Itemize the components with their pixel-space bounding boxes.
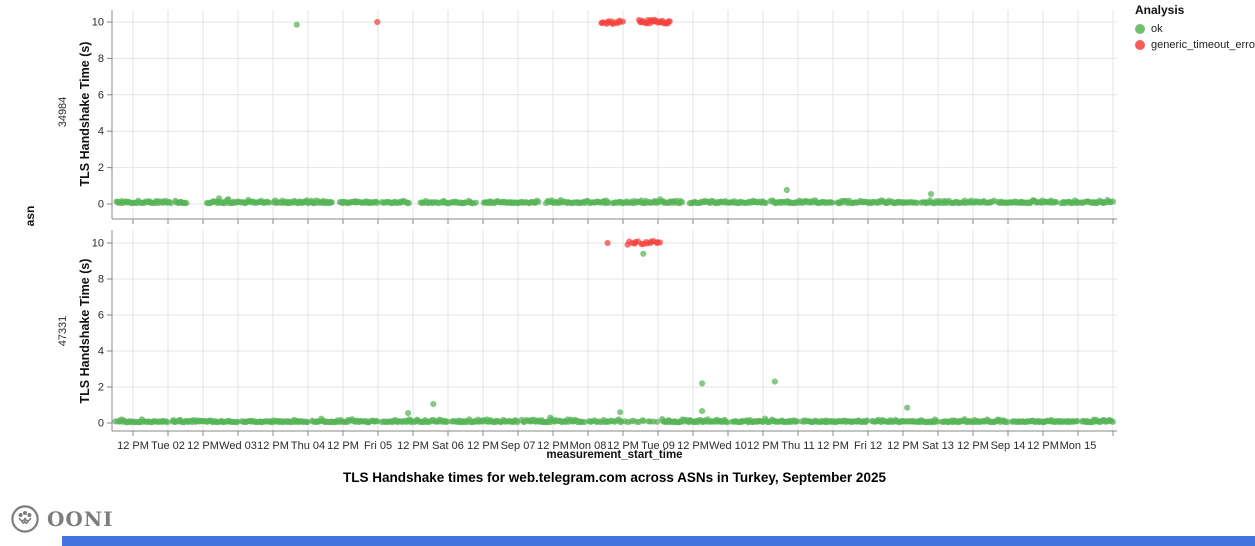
svg-text:12 PM: 12 PM xyxy=(397,440,429,452)
legend-ok-label: ok xyxy=(1151,23,1163,35)
y-axis-title-facet-1: TLS Handshake Time (s) xyxy=(78,41,92,187)
legend-error-label: generic_timeout_error xyxy=(1151,39,1255,51)
svg-text:12 PM: 12 PM xyxy=(887,440,919,452)
svg-text:12 PM: 12 PM xyxy=(957,440,989,452)
facet-label-47331: 47331 xyxy=(57,315,69,347)
svg-text:Tue 09: Tue 09 xyxy=(641,440,675,452)
svg-text:4: 4 xyxy=(98,346,104,358)
svg-text:Thu 11: Thu 11 xyxy=(781,440,814,452)
svg-text:10: 10 xyxy=(92,238,104,250)
x-axis-title: measurement_start_time xyxy=(546,449,683,461)
svg-text:8: 8 xyxy=(98,274,104,286)
svg-text:12 PM: 12 PM xyxy=(817,440,849,452)
svg-text:Sep 07: Sep 07 xyxy=(501,440,536,452)
svg-text:0: 0 xyxy=(98,199,104,211)
svg-text:Fri 05: Fri 05 xyxy=(364,440,392,452)
svg-text:Fri 12: Fri 12 xyxy=(854,440,882,452)
legend-item-generic-timeout-error: generic_timeout_error xyxy=(1135,39,1255,51)
svg-text:2: 2 xyxy=(98,382,104,394)
svg-text:12 PM: 12 PM xyxy=(607,440,639,452)
y-axis-title-facet-2: TLS Handshake Time (s) xyxy=(78,258,92,404)
svg-text:0: 0 xyxy=(98,418,104,430)
horizontal-scrollbar[interactable] xyxy=(62,536,1255,546)
ooni-logo-icon xyxy=(10,504,40,534)
svg-text:Thu 04: Thu 04 xyxy=(291,440,325,452)
ooni-logo-text: OONI xyxy=(47,507,114,531)
svg-text:Mon 08: Mon 08 xyxy=(570,440,607,452)
svg-text:12 PM: 12 PM xyxy=(1027,440,1059,452)
svg-text:12 PM: 12 PM xyxy=(257,440,289,452)
legend-title: Analysis xyxy=(1135,3,1185,17)
svg-text:Sep 14: Sep 14 xyxy=(991,440,1026,452)
svg-text:Wed 03: Wed 03 xyxy=(219,440,257,452)
ok-swatch-icon xyxy=(1135,24,1145,34)
svg-text:Sat 13: Sat 13 xyxy=(922,440,954,452)
svg-text:6: 6 xyxy=(98,310,104,322)
chart-title: TLS Handshake times for web.telegram.com… xyxy=(343,470,886,485)
svg-text:Sat 06: Sat 06 xyxy=(432,440,464,452)
error-swatch-icon xyxy=(1135,40,1145,50)
legend: Analysis ok generic_timeout_error xyxy=(1135,3,1255,55)
svg-text:2: 2 xyxy=(98,162,104,174)
svg-text:Tue 02: Tue 02 xyxy=(151,440,185,452)
svg-text:10: 10 xyxy=(92,17,104,29)
svg-text:12 PM: 12 PM xyxy=(187,440,219,452)
svg-text:Wed 10: Wed 10 xyxy=(709,440,747,452)
svg-text:6: 6 xyxy=(98,89,104,101)
svg-text:12 PM: 12 PM xyxy=(747,440,779,452)
facet-axis-label: asn xyxy=(23,205,37,227)
svg-text:12 PM: 12 PM xyxy=(327,440,359,452)
svg-text:12 PM: 12 PM xyxy=(677,440,709,452)
legend-item-ok: ok xyxy=(1135,23,1255,35)
svg-text:12 PM: 12 PM xyxy=(467,440,499,452)
facet-label-34984: 34984 xyxy=(57,96,69,128)
ooni-logo: OONI xyxy=(10,504,113,534)
svg-text:Mon 15: Mon 15 xyxy=(1060,440,1097,452)
svg-text:12 PM: 12 PM xyxy=(117,440,149,452)
svg-text:4: 4 xyxy=(98,126,104,138)
svg-text:8: 8 xyxy=(98,53,104,65)
svg-text:12 PM: 12 PM xyxy=(537,440,569,452)
